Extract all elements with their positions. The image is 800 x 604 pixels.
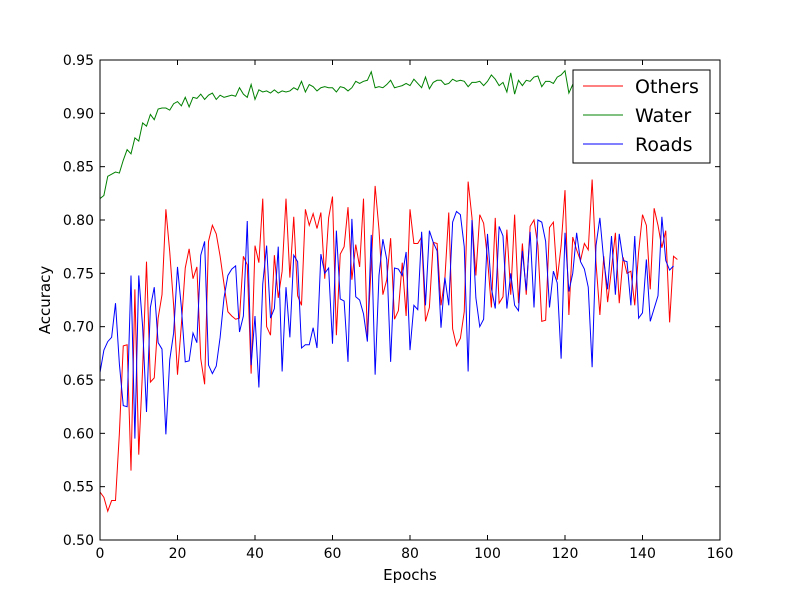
x-tick-label: 100 <box>474 546 501 562</box>
x-tick-label: 0 <box>96 546 105 562</box>
y-tick-label: 0.55 <box>63 480 94 496</box>
y-tick-label: 0.65 <box>63 373 94 389</box>
y-tick-label: 0.85 <box>63 160 94 176</box>
y-tick-label: 0.95 <box>63 53 94 69</box>
series-line-others <box>99 179 678 513</box>
x-axis-ticks: 0 20 40 60 80 100 120 140 160 <box>96 60 734 562</box>
y-tick-label: 0.70 <box>63 320 94 336</box>
series-line-roads <box>99 210 674 439</box>
y-axis-ticks: 0.50 0.55 0.60 0.65 0.70 0.75 0.80 0.85 0.90 0.95 <box>63 53 720 549</box>
y-tick-label: 0.80 <box>63 213 94 229</box>
x-tick-label: 40 <box>246 546 264 562</box>
legend: Others Water Roads <box>572 69 711 164</box>
y-tick-label: 0.50 <box>63 533 94 549</box>
legend-label-roads: Roads <box>635 134 693 156</box>
y-tick-label: 0.75 <box>63 266 94 282</box>
x-tick-label: 120 <box>552 546 579 562</box>
x-tick-label: 160 <box>707 546 734 562</box>
y-tick-label: 0.90 <box>63 106 94 122</box>
y-axis-label: Accuracy <box>36 266 54 335</box>
x-tick-label: 80 <box>401 546 419 562</box>
y-tick-label: 0.60 <box>63 426 94 442</box>
legend-label-water: Water <box>635 105 691 127</box>
x-tick-label: 140 <box>629 546 656 562</box>
x-axis-label: Epochs <box>383 566 437 584</box>
x-tick-label: 60 <box>324 546 342 562</box>
legend-items: Others Water Roads <box>583 76 699 156</box>
legend-label-others: Others <box>635 76 699 98</box>
x-tick-label: 20 <box>169 546 187 562</box>
